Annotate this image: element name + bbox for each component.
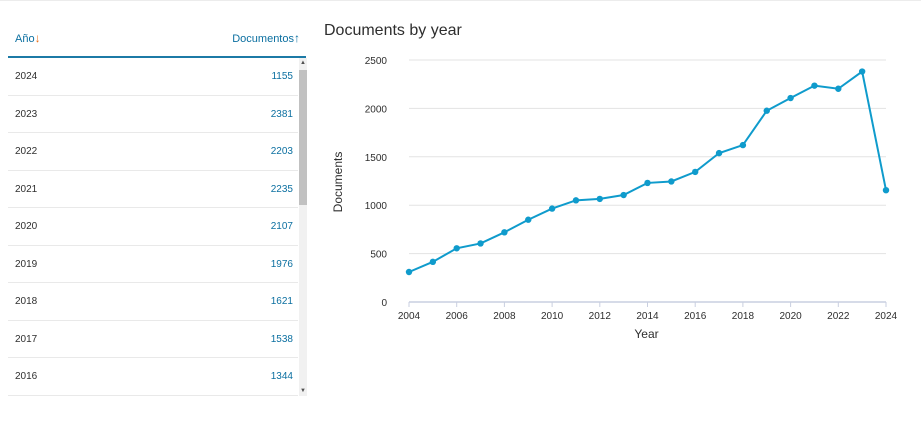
x-tick-label: 2012 <box>589 311 612 322</box>
sort-ascending-icon: ↑ <box>294 31 300 45</box>
data-point-2018[interactable] <box>739 141 747 149</box>
x-tick-label: 2006 <box>446 311 469 322</box>
table-header: Año↓ Documentos↑ <box>8 18 306 58</box>
row-document-count-link[interactable]: 1621 <box>270 296 293 307</box>
documents-header-label: Documentos <box>232 33 294 45</box>
x-tick-label: 2022 <box>827 311 850 322</box>
x-tick-label: 2020 <box>779 311 802 322</box>
table-row: 2017 1538 <box>8 321 298 358</box>
scrollbar-thumb[interactable] <box>299 70 307 205</box>
data-point-2021[interactable] <box>811 82 818 89</box>
table-row: 2016 1344 <box>8 358 298 396</box>
data-point-2012[interactable] <box>596 195 603 203</box>
data-point-2010[interactable] <box>548 205 556 212</box>
row-year: 2017 <box>15 333 38 345</box>
row-year: 2019 <box>15 258 38 270</box>
top-divider <box>0 0 921 1</box>
documents-by-year-line-chart: 0 500 1000 1500 2000 2500 2004 2006 2008 2010 201… <box>331 56 898 341</box>
y-tick-label: 0 <box>381 298 387 309</box>
data-point-2011[interactable] <box>572 197 580 204</box>
row-document-count-link[interactable]: 2381 <box>270 108 293 120</box>
data-point-2024[interactable] <box>882 186 890 194</box>
data-point-2022[interactable] <box>835 85 842 92</box>
documents-column-header[interactable]: Documentos↑ <box>232 31 300 45</box>
row-year: 2020 <box>15 221 38 232</box>
table-row: 2024 1155 <box>8 58 298 96</box>
y-tick-label: 1500 <box>365 153 388 164</box>
chart-title: Documents by year <box>324 22 462 39</box>
y-tick-label: 1000 <box>365 201 388 212</box>
row-document-count-link[interactable]: 1344 <box>270 371 293 382</box>
x-tick-label: 2024 <box>875 311 898 322</box>
row-year: 2021 <box>15 183 38 195</box>
row-year: 2022 <box>15 146 38 157</box>
table-row: 2020 2107 <box>8 208 298 246</box>
x-tick-label: 2016 <box>684 311 707 322</box>
row-year: 2024 <box>15 71 38 82</box>
row-year: 2016 <box>15 371 38 382</box>
table-body: 2024 1155 2023 2381 2022 2203 2021 2235 2020… <box>8 58 298 396</box>
data-point-2020[interactable] <box>787 94 794 102</box>
data-point-2004[interactable] <box>405 268 413 276</box>
x-tick-label: 2014 <box>636 311 659 322</box>
data-point-2023[interactable] <box>858 68 866 75</box>
x-axis-title: Year <box>634 327 658 341</box>
y-axis-title: Documents <box>331 152 345 213</box>
row-year: 2023 <box>15 108 38 120</box>
data-point-2017[interactable] <box>715 149 723 157</box>
data-point-2006[interactable] <box>453 245 460 252</box>
data-point-2019[interactable] <box>763 107 770 114</box>
year-header-label: Año <box>15 33 35 45</box>
year-column-header[interactable]: Año↓ <box>15 31 41 45</box>
row-document-count-link[interactable]: 1538 <box>270 333 293 345</box>
table-row: 2023 2381 <box>8 96 298 133</box>
row-document-count-link[interactable]: 2235 <box>270 183 293 195</box>
data-point-2009[interactable] <box>525 216 532 223</box>
x-tick-label: 2004 <box>398 311 421 322</box>
table-row: 2021 2235 <box>8 171 298 208</box>
y-tick-label: 500 <box>370 250 387 261</box>
x-tick-label: 2008 <box>493 311 516 322</box>
row-document-count-link[interactable]: 2107 <box>270 221 293 232</box>
y-tick-label: 2000 <box>365 104 388 115</box>
row-document-count-link[interactable]: 1155 <box>271 71 293 82</box>
x-tick-label: 2010 <box>541 311 564 322</box>
data-point-2013[interactable] <box>620 191 627 199</box>
table-row: 2018 1621 <box>8 283 298 321</box>
table-row: 2022 2203 <box>8 133 298 171</box>
table-row: 2019 1976 <box>8 246 298 283</box>
sort-descending-icon: ↓ <box>34 31 41 45</box>
row-document-count-link[interactable]: 1976 <box>270 258 293 270</box>
data-point-2008[interactable] <box>501 229 508 236</box>
data-point-2016[interactable] <box>692 168 699 176</box>
data-point-2005[interactable] <box>429 258 437 266</box>
data-point-2014[interactable] <box>644 179 651 187</box>
y-tick-label: 2500 <box>365 56 388 67</box>
row-document-count-link[interactable]: 2203 <box>270 146 293 157</box>
data-point-2015[interactable] <box>668 178 675 185</box>
scroll-up-arrow-icon[interactable]: ▲ <box>300 60 306 66</box>
data-point-2007[interactable] <box>477 240 484 247</box>
x-tick-label: 2018 <box>732 311 755 322</box>
table-scrollbar[interactable]: ▲ ▼ <box>299 58 307 396</box>
row-year: 2018 <box>15 296 38 307</box>
documents-by-year-table: Año↓ Documentos↑ 2024 1155 2023 2381 2022 2… <box>8 18 307 396</box>
scroll-down-arrow-icon[interactable]: ▼ <box>300 388 306 394</box>
